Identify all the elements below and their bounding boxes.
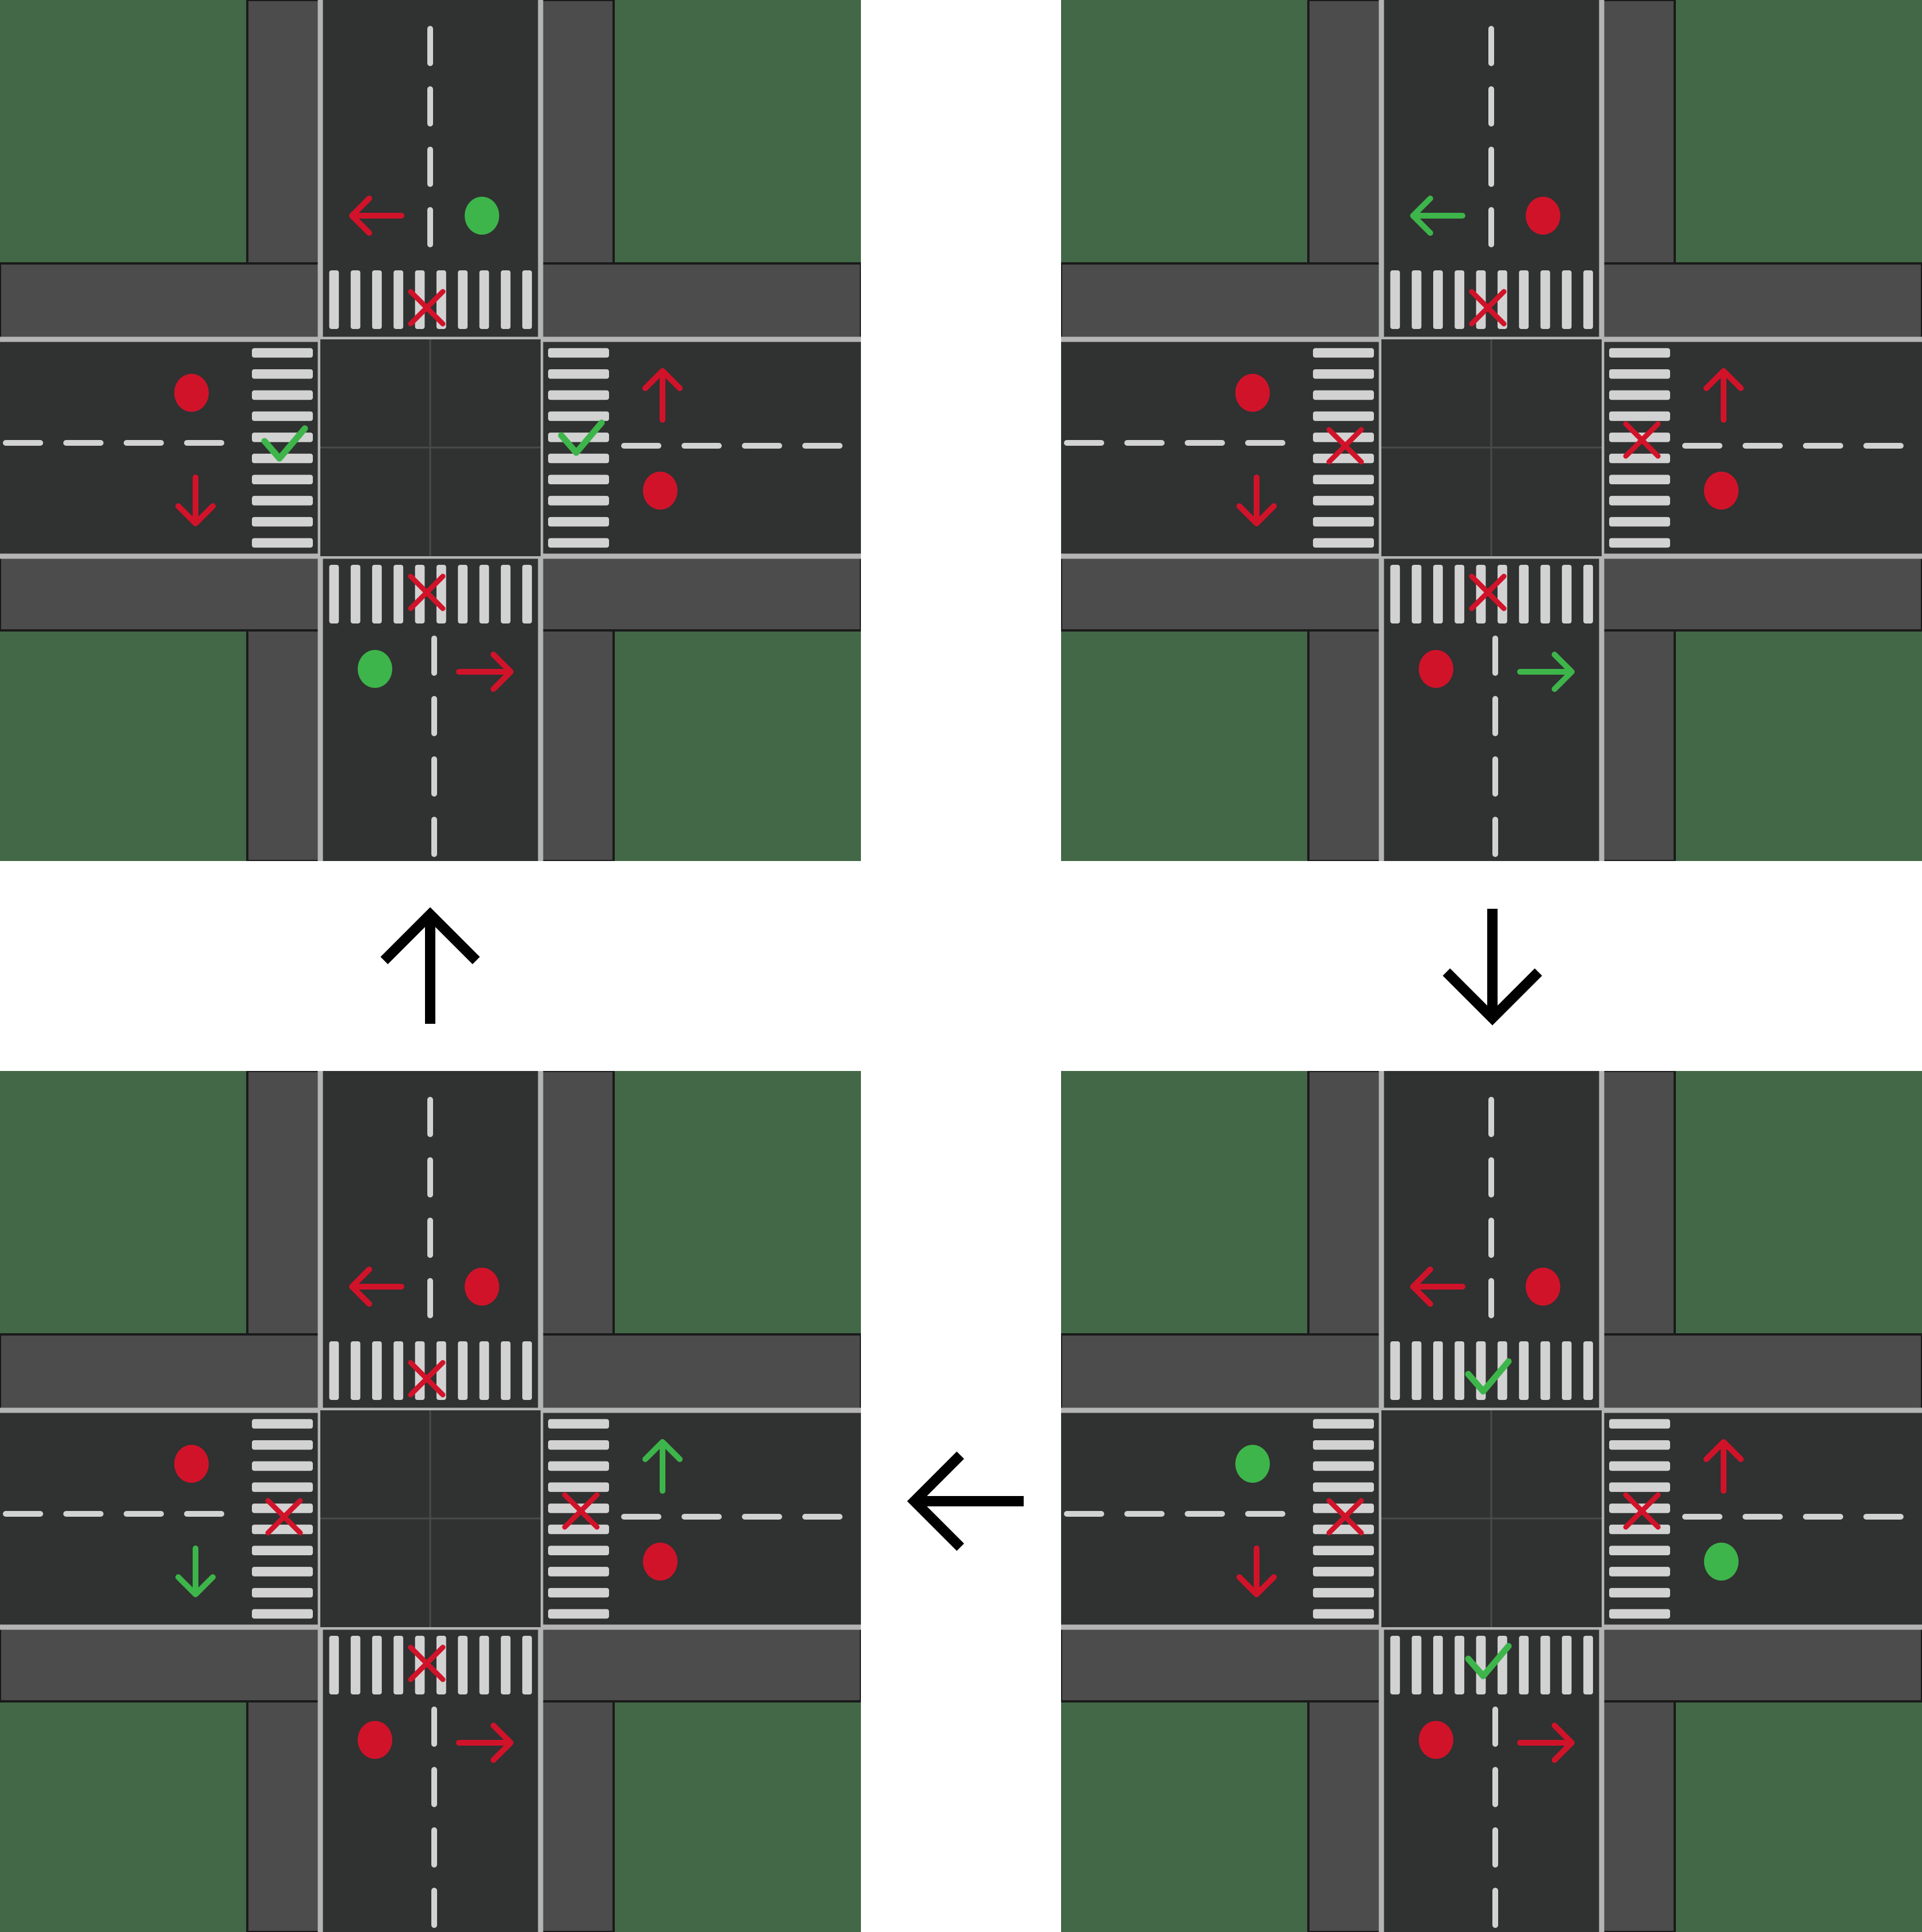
east-turn-arrow-icon (642, 368, 683, 423)
south-turn-arrow-icon (1517, 1723, 1575, 1763)
crosswalk-west-check-icon (261, 425, 308, 462)
west-signal-light (1235, 374, 1270, 412)
north-signal-light (1526, 197, 1560, 235)
north-signal-light (1526, 1268, 1560, 1306)
west-signal-light (174, 1445, 209, 1483)
intersection-map (1061, 0, 1922, 861)
east-turn-arrow-icon (1703, 1439, 1744, 1494)
west-turn-arrow-icon (175, 475, 216, 526)
south-signal-light (358, 650, 392, 688)
north-left-turn-arrow-icon (349, 1267, 404, 1307)
cycle-arrow-down (1442, 909, 1542, 1026)
crosswalk-east-cross-icon (562, 1492, 600, 1530)
crosswalk-north (323, 1336, 538, 1406)
west-turn-arrow-icon (1236, 1545, 1277, 1597)
west-turn-arrow-icon (1236, 475, 1277, 526)
intersection-phase-top-left (0, 0, 861, 861)
south-signal-light (1419, 1721, 1453, 1759)
east-turn-arrow-icon (642, 1439, 683, 1494)
crosswalk-north-cross-icon (408, 289, 446, 327)
east-signal-light (643, 472, 677, 510)
crosswalk-north (323, 265, 538, 335)
crosswalk-north-check-icon (1465, 1358, 1512, 1395)
crosswalk-east (543, 1413, 614, 1624)
west-signal-light (1235, 1445, 1270, 1483)
east-signal-light (1704, 1543, 1739, 1581)
crosswalk-north (1384, 1336, 1599, 1406)
crosswalk-west-cross-icon (265, 1498, 303, 1536)
north-signal-light (465, 197, 499, 235)
crosswalk-east-cross-icon (1623, 421, 1661, 459)
intersection-map (1061, 1071, 1922, 1932)
cycle-arrow-up (380, 907, 480, 1024)
west-signal-light (174, 374, 209, 412)
crosswalk-west (247, 1413, 317, 1624)
east-turn-arrow-icon (1703, 368, 1744, 423)
south-turn-arrow-icon (1517, 652, 1575, 692)
crosswalk-south-cross-icon (408, 1644, 446, 1682)
south-turn-arrow-icon (456, 1723, 514, 1763)
north-left-turn-arrow-icon (1410, 1267, 1465, 1307)
crosswalk-south-cross-icon (408, 573, 446, 611)
crosswalk-east-cross-icon (1623, 1492, 1661, 1530)
crosswalk-south-cross-icon (1469, 573, 1507, 611)
crosswalk-north-cross-icon (408, 1360, 446, 1398)
crosswalk-west (247, 342, 317, 553)
intersection-phase-top-right (1061, 0, 1922, 861)
crosswalk-north (1384, 265, 1599, 335)
west-turn-arrow-icon (175, 1545, 216, 1597)
south-signal-light (358, 1721, 392, 1759)
crosswalk-west-cross-icon (1326, 427, 1364, 465)
intersection-phase-bottom-right (1061, 1071, 1922, 1932)
crosswalk-north-cross-icon (1469, 289, 1507, 327)
south-signal-light (1419, 650, 1453, 688)
north-signal-light (465, 1268, 499, 1306)
intersection-map (0, 1071, 861, 1932)
crosswalk-east-check-icon (558, 419, 605, 456)
crosswalk-south-check-icon (1465, 1643, 1512, 1679)
crosswalk-east (1605, 1413, 1675, 1624)
north-left-turn-arrow-icon (349, 196, 404, 236)
intersection-map (0, 0, 861, 861)
south-turn-arrow-icon (456, 652, 514, 692)
east-signal-light (1704, 472, 1739, 510)
cycle-arrow-left (907, 1451, 1024, 1551)
crosswalk-east (1605, 342, 1675, 553)
north-left-turn-arrow-icon (1410, 196, 1465, 236)
crosswalk-west-cross-icon (1326, 1498, 1364, 1536)
east-signal-light (643, 1543, 677, 1581)
intersection-phase-bottom-left (0, 1071, 861, 1932)
